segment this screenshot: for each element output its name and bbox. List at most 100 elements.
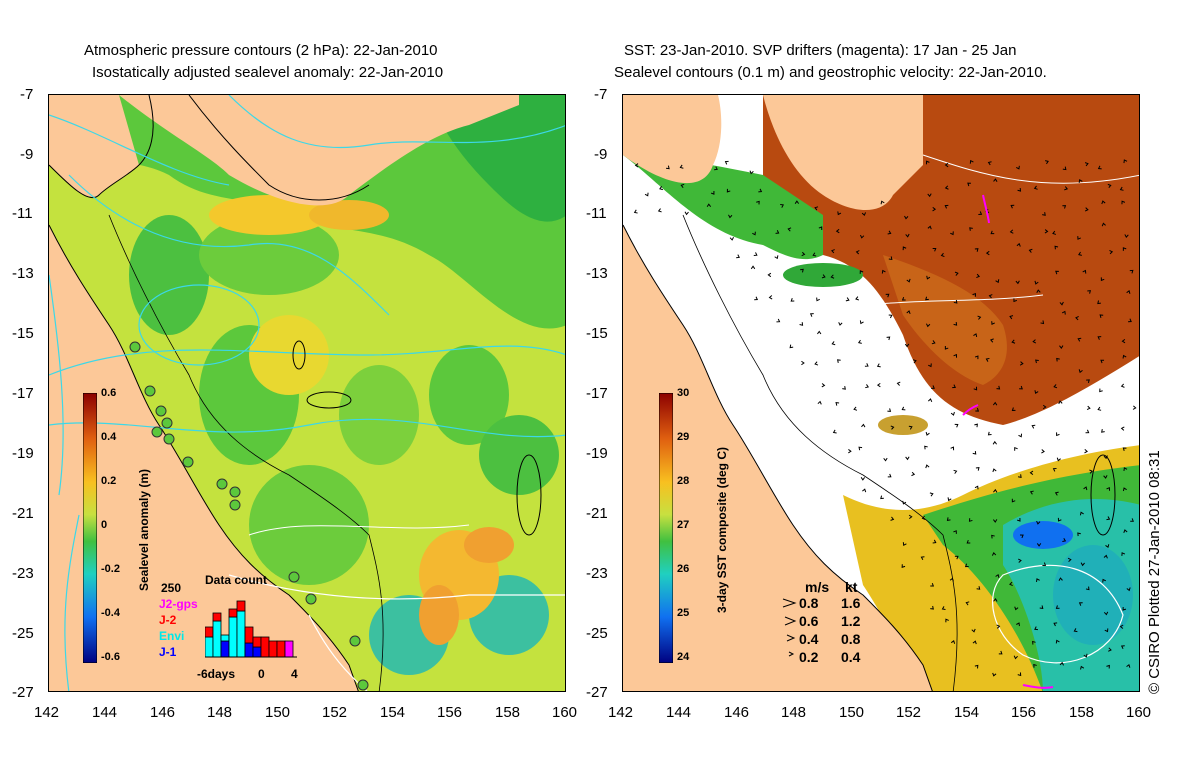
velocity-arrow bbox=[925, 323, 931, 328]
velocity-arrow bbox=[1107, 183, 1112, 189]
velocity-arrow bbox=[881, 269, 886, 274]
lat-tick: -7 bbox=[20, 86, 34, 103]
velocity-arrow bbox=[925, 296, 929, 301]
velocity-arrow bbox=[726, 188, 731, 193]
velocity-arrow bbox=[1053, 384, 1058, 389]
lat-tick: -7 bbox=[594, 86, 608, 103]
velocity-arrow bbox=[1101, 222, 1106, 227]
velocity-arrow bbox=[883, 457, 888, 462]
velocity-arrow bbox=[973, 333, 978, 338]
velocity-arrow bbox=[1086, 405, 1091, 410]
velocity-arrow bbox=[1017, 672, 1022, 677]
velocity-arrow bbox=[1097, 165, 1102, 170]
velocity-arrow bbox=[969, 227, 973, 231]
velocity-arrow bbox=[978, 211, 983, 215]
velocity-arrow bbox=[1039, 605, 1044, 610]
velocity-arrow bbox=[780, 203, 784, 208]
velocity-arrow bbox=[890, 425, 895, 430]
velocity-arrow bbox=[928, 363, 932, 368]
lon-tick: 154 bbox=[380, 704, 406, 721]
velocity-arrow bbox=[855, 296, 860, 301]
velocity-arrow bbox=[1079, 511, 1084, 516]
velocity-arrow bbox=[657, 208, 662, 213]
velocity-arrow bbox=[990, 230, 995, 235]
velocity-arrow bbox=[950, 231, 954, 236]
velocity-arrow bbox=[1126, 290, 1131, 294]
velocity-arrow bbox=[930, 582, 935, 587]
velocity-arrow bbox=[857, 339, 862, 344]
velocity-arrow bbox=[1126, 663, 1131, 668]
velocity-arrow bbox=[1034, 390, 1039, 395]
sealevel-cbar-tick: 0.6 bbox=[101, 387, 117, 399]
lat-tick: -27 bbox=[12, 684, 34, 701]
lat-tick: -13 bbox=[586, 265, 608, 282]
lon-tick: 146 bbox=[150, 704, 176, 721]
velocity-arrow bbox=[775, 230, 780, 234]
velocity-arrow bbox=[1059, 345, 1064, 349]
velocity-arrow bbox=[1056, 457, 1061, 462]
velocity-arrow bbox=[1122, 606, 1127, 611]
left-title-line2: Isostatically adjusted sealevel anomaly:… bbox=[92, 64, 444, 81]
velocity-arrow bbox=[1078, 251, 1082, 256]
velocity-arrow bbox=[929, 492, 934, 497]
sealevel-cbar-tick: 0.4 bbox=[101, 431, 117, 443]
velocity-arrow bbox=[1120, 426, 1125, 431]
sst-cbar-tick: 27 bbox=[677, 519, 690, 531]
velocity-arrow bbox=[1058, 400, 1063, 405]
velocity-arrow bbox=[944, 162, 949, 168]
velocity-arrow bbox=[659, 186, 663, 191]
velocity-arrow bbox=[1078, 369, 1083, 374]
lat-tick: -23 bbox=[586, 565, 608, 582]
sst-colorbar bbox=[659, 393, 673, 663]
lon-tick: 148 bbox=[207, 704, 233, 721]
data-count-series-envi: Envi bbox=[159, 629, 185, 643]
velocity-arrow bbox=[992, 440, 998, 445]
velocity-arrow bbox=[1041, 449, 1045, 454]
velocity-arrow bbox=[865, 384, 870, 389]
velocity-arrow bbox=[974, 423, 978, 428]
velocity-arrow bbox=[1019, 385, 1023, 390]
velocity-arrow bbox=[1122, 487, 1127, 492]
velocity-arrow bbox=[974, 355, 979, 360]
velocity-arrow bbox=[799, 322, 804, 326]
velocity-arrow bbox=[1040, 320, 1045, 325]
velocity-legend-kt: 0.8 bbox=[841, 631, 861, 647]
data-count-series-j2gps: J2-gps bbox=[159, 597, 198, 611]
sealevel-colorbar bbox=[83, 393, 97, 663]
lon-tick: 146 bbox=[724, 704, 750, 721]
velocity-arrow bbox=[1056, 432, 1060, 437]
velocity-arrow bbox=[1053, 622, 1058, 627]
sst-cbar-tick: 25 bbox=[677, 607, 690, 619]
velocity-arrow bbox=[1029, 470, 1034, 475]
velocity-arrow bbox=[1034, 626, 1038, 631]
velocity-arrow bbox=[1014, 606, 1019, 611]
velocity-arrow bbox=[860, 234, 865, 239]
velocity-arrow bbox=[809, 313, 814, 317]
velocity-arrow bbox=[817, 400, 822, 405]
velocity-arrow bbox=[1052, 230, 1057, 235]
velocity-arrow bbox=[977, 315, 982, 320]
velocity-arrow bbox=[987, 161, 992, 166]
velocity-arrow bbox=[1042, 404, 1047, 410]
velocity-arrow bbox=[1129, 269, 1134, 274]
velocity-arrow bbox=[1121, 200, 1126, 205]
velocity-arrow bbox=[1080, 665, 1085, 670]
lat-tick: -15 bbox=[12, 325, 34, 342]
velocity-arrow bbox=[1102, 578, 1107, 583]
velocity-arrow bbox=[862, 488, 867, 493]
data-count-xlabel: 0 bbox=[258, 667, 265, 681]
velocity-arrow bbox=[995, 573, 1000, 578]
velocity-arrow bbox=[967, 182, 971, 187]
velocity-arrow bbox=[1033, 185, 1038, 190]
lat-tick: -13 bbox=[12, 265, 34, 282]
velocity-arrow bbox=[906, 278, 911, 283]
velocity-arrow bbox=[940, 252, 945, 258]
velocity-arrow bbox=[1119, 624, 1124, 629]
lon-tick: 160 bbox=[552, 704, 578, 721]
velocity-arrow bbox=[901, 296, 906, 301]
velocity-arrow bbox=[991, 534, 995, 539]
velocity-arrow bbox=[1032, 640, 1036, 645]
velocity-arrow bbox=[1123, 159, 1128, 164]
velocity-arrow bbox=[932, 207, 937, 212]
velocity-arrow bbox=[974, 485, 979, 490]
